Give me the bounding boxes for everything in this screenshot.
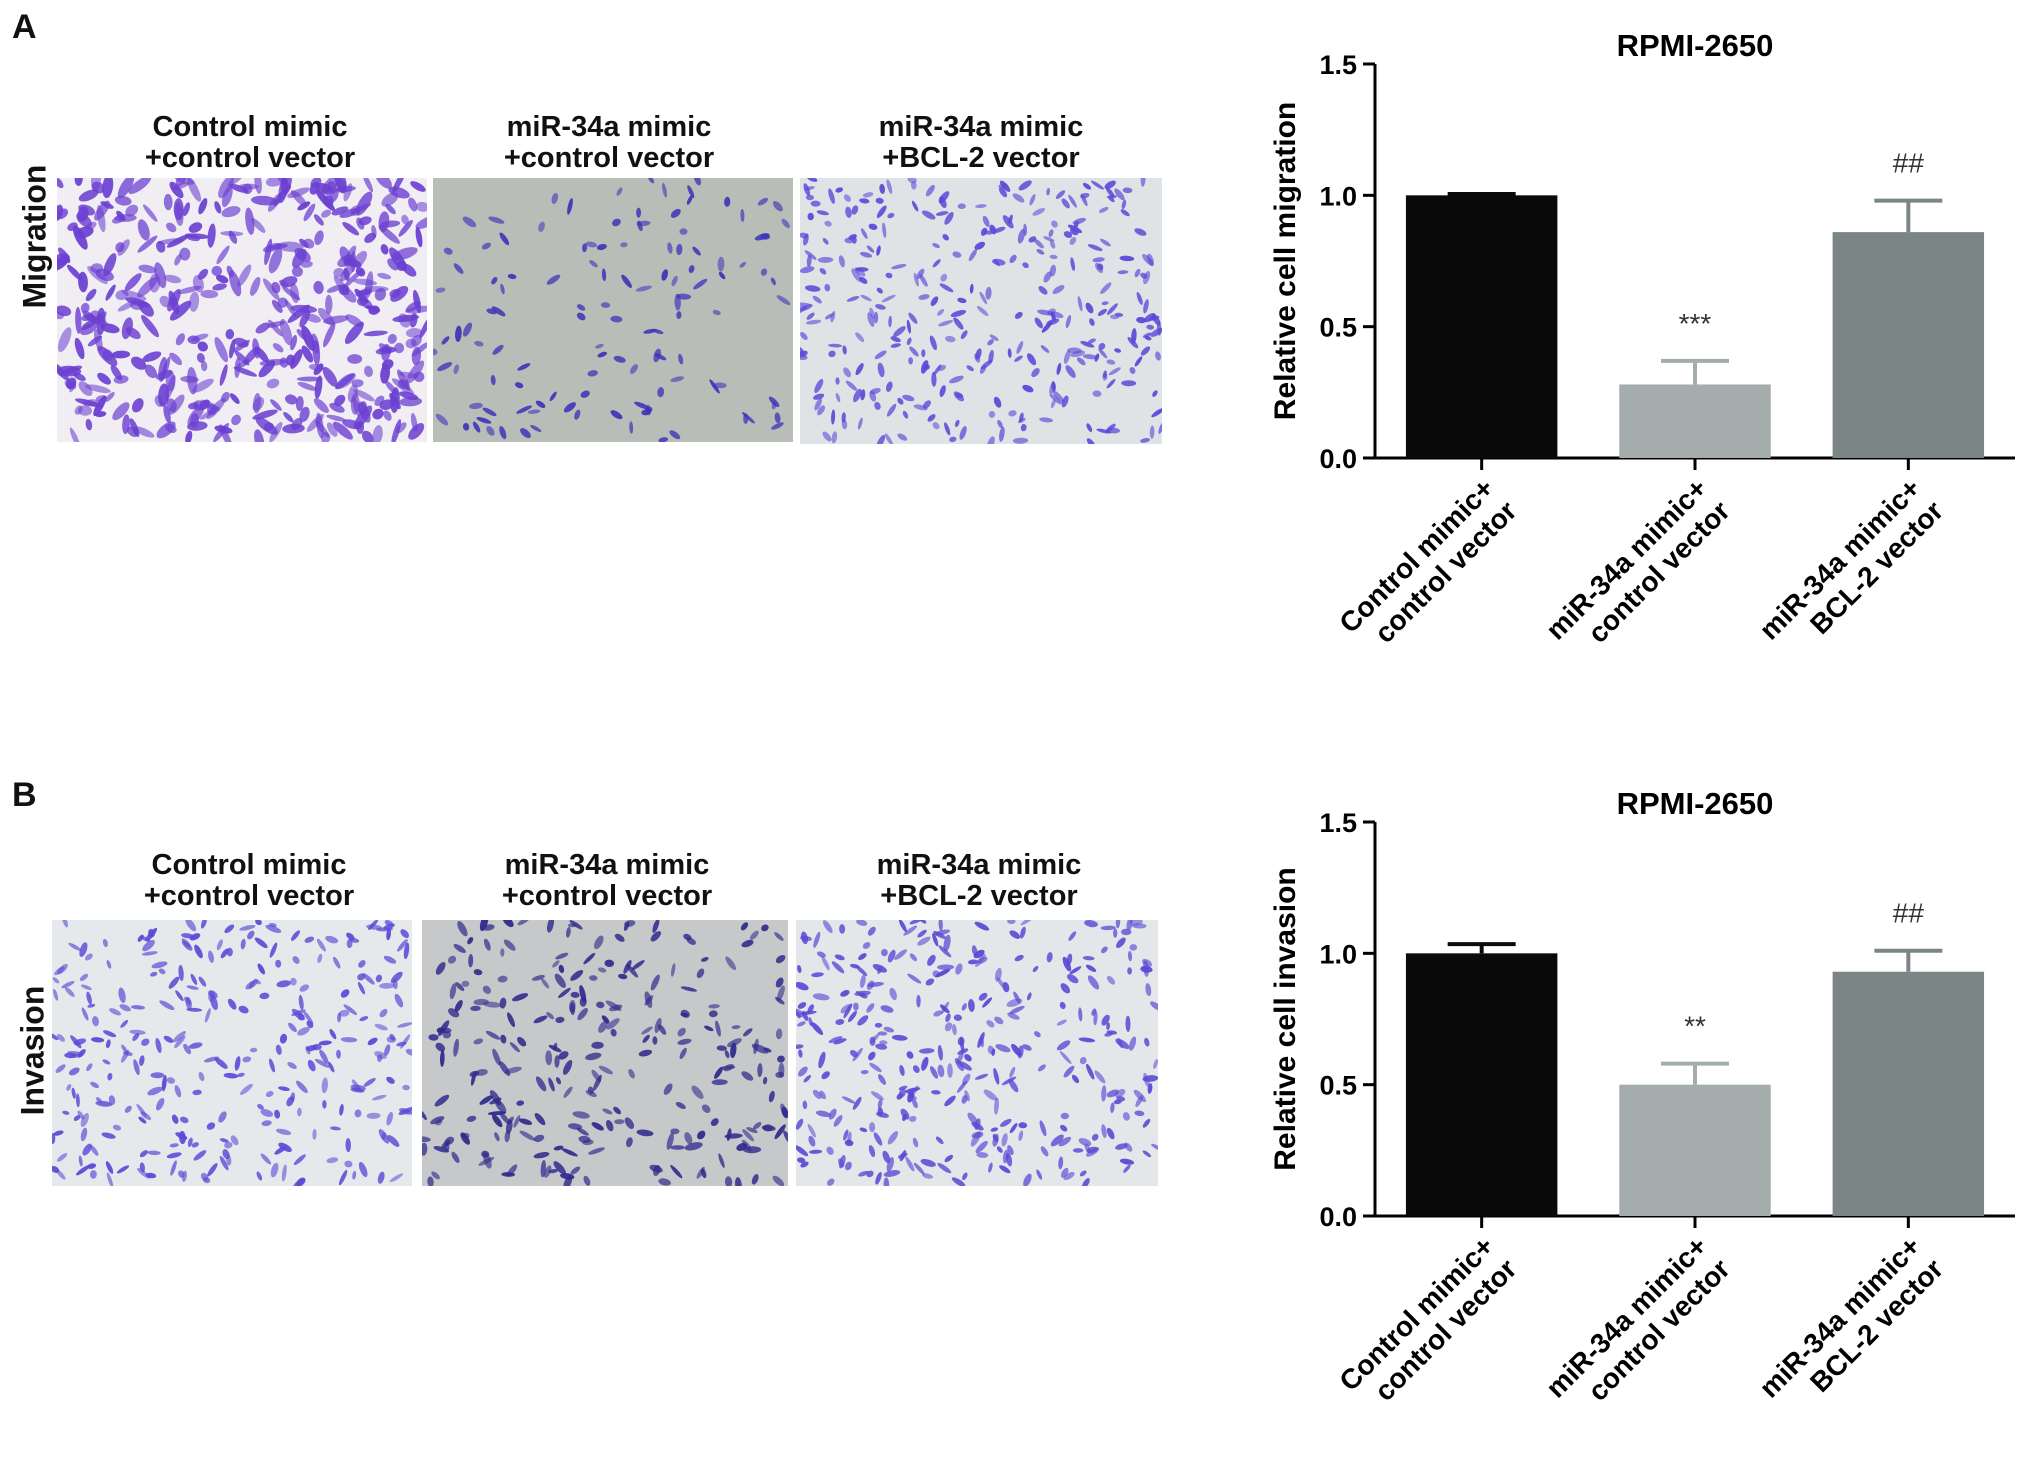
micrograph-title-a3: miR-34a mimic +BCL-2 vector <box>796 112 1166 174</box>
bar <box>1619 1084 1771 1216</box>
significance-marker: ** <box>1684 1011 1706 1042</box>
y-tick-label: 1.5 <box>1319 50 1357 80</box>
micrograph-invasion-mir34a <box>422 920 788 1186</box>
y-tick-label: 1.0 <box>1319 939 1357 969</box>
stained-cells <box>57 178 427 442</box>
panel-letter-b: B <box>12 776 37 814</box>
y-tick-label: 0.5 <box>1319 1071 1357 1101</box>
y-axis-label: Relative cell invasion <box>1269 867 1302 1170</box>
micrograph-title-line2: +control vector <box>503 142 715 174</box>
micrograph-title-line2: +control vector <box>143 880 355 912</box>
chart-title: RPMI-2650 <box>1617 786 1774 821</box>
micrograph-title-line2: +control vector <box>144 142 356 174</box>
bar <box>1405 195 1558 459</box>
micrograph-invasion-control <box>52 920 412 1186</box>
micrograph-title-line1: miR-34a mimic <box>504 849 710 881</box>
bar-chart-migration: RPMI-2650 Relative cell migration 0.0 0.5 1.… <box>1269 28 2015 668</box>
bar-chart-invasion: RPMI-2650 Relative cell invasion 0.0 0.5 1.0… <box>1269 786 2015 1426</box>
x-tick-label: Control mimic+control vector <box>1333 472 1522 661</box>
micrograph-title-a1: Control mimic +control vector <box>65 112 435 174</box>
bar <box>1405 953 1558 1216</box>
y-tick-label: 0.0 <box>1319 444 1357 474</box>
row-label-migration: Migration <box>16 164 53 309</box>
bar <box>1832 232 1985 458</box>
micrograph-title-line1: miR-34a mimic <box>506 111 712 143</box>
micrograph-title-line1: Control mimic <box>151 849 347 881</box>
row-label-invasion: Invasion <box>14 985 51 1116</box>
x-tick-label: miR-34a mimic+control vector <box>1540 472 1736 668</box>
stained-cells <box>422 920 788 1186</box>
micrograph-invasion-bcl2 <box>796 920 1158 1186</box>
micrograph-title-a2: miR-34a mimic +control vector <box>424 112 794 174</box>
chart-title: RPMI-2650 <box>1617 28 1774 63</box>
x-tick-label: miR-34a mimic+BCL-2 vector <box>1753 1230 1949 1426</box>
x-tick-label: Control mimic+control vector <box>1333 1230 1522 1419</box>
micrograph-title-line1: miR-34a mimic <box>878 111 1084 143</box>
stained-cells <box>796 920 1158 1186</box>
significance-marker: ## <box>1893 148 1925 179</box>
y-tick-label: 0.0 <box>1319 1202 1357 1232</box>
micrograph-title-line2: +BCL-2 vector <box>880 880 1078 912</box>
micrograph-migration-mir34a <box>433 178 793 442</box>
x-tick-label: miR-34a mimic+BCL-2 vector <box>1753 472 1949 668</box>
significance-marker: ## <box>1893 898 1925 929</box>
y-tick-label: 1.5 <box>1319 808 1357 838</box>
bar <box>1619 384 1771 458</box>
micrograph-migration-control <box>57 178 427 442</box>
micrograph-title-line1: miR-34a mimic <box>876 849 1082 881</box>
micrograph-migration-bcl2 <box>800 178 1162 444</box>
stained-cells <box>52 920 412 1186</box>
micrograph-title-line2: +BCL-2 vector <box>882 142 1080 174</box>
micrograph-title-b3: miR-34a mimic +BCL-2 vector <box>794 850 1164 912</box>
y-axis-label: Relative cell migration <box>1269 102 1302 420</box>
y-tick-label: 0.5 <box>1319 313 1357 343</box>
significance-marker: *** <box>1679 308 1712 339</box>
bar <box>1832 971 1985 1216</box>
stained-cells <box>433 178 791 442</box>
y-tick-label: 1.0 <box>1319 181 1357 211</box>
micrograph-title-line1: Control mimic <box>152 111 348 143</box>
stained-cells <box>800 178 1162 444</box>
micrograph-title-line2: +control vector <box>501 880 713 912</box>
micrograph-title-b1: Control mimic +control vector <box>64 850 434 912</box>
micrograph-title-b2: miR-34a mimic +control vector <box>422 850 792 912</box>
panel-letter-a: A <box>12 8 37 46</box>
x-tick-label: miR-34a mimic+control vector <box>1540 1230 1736 1426</box>
